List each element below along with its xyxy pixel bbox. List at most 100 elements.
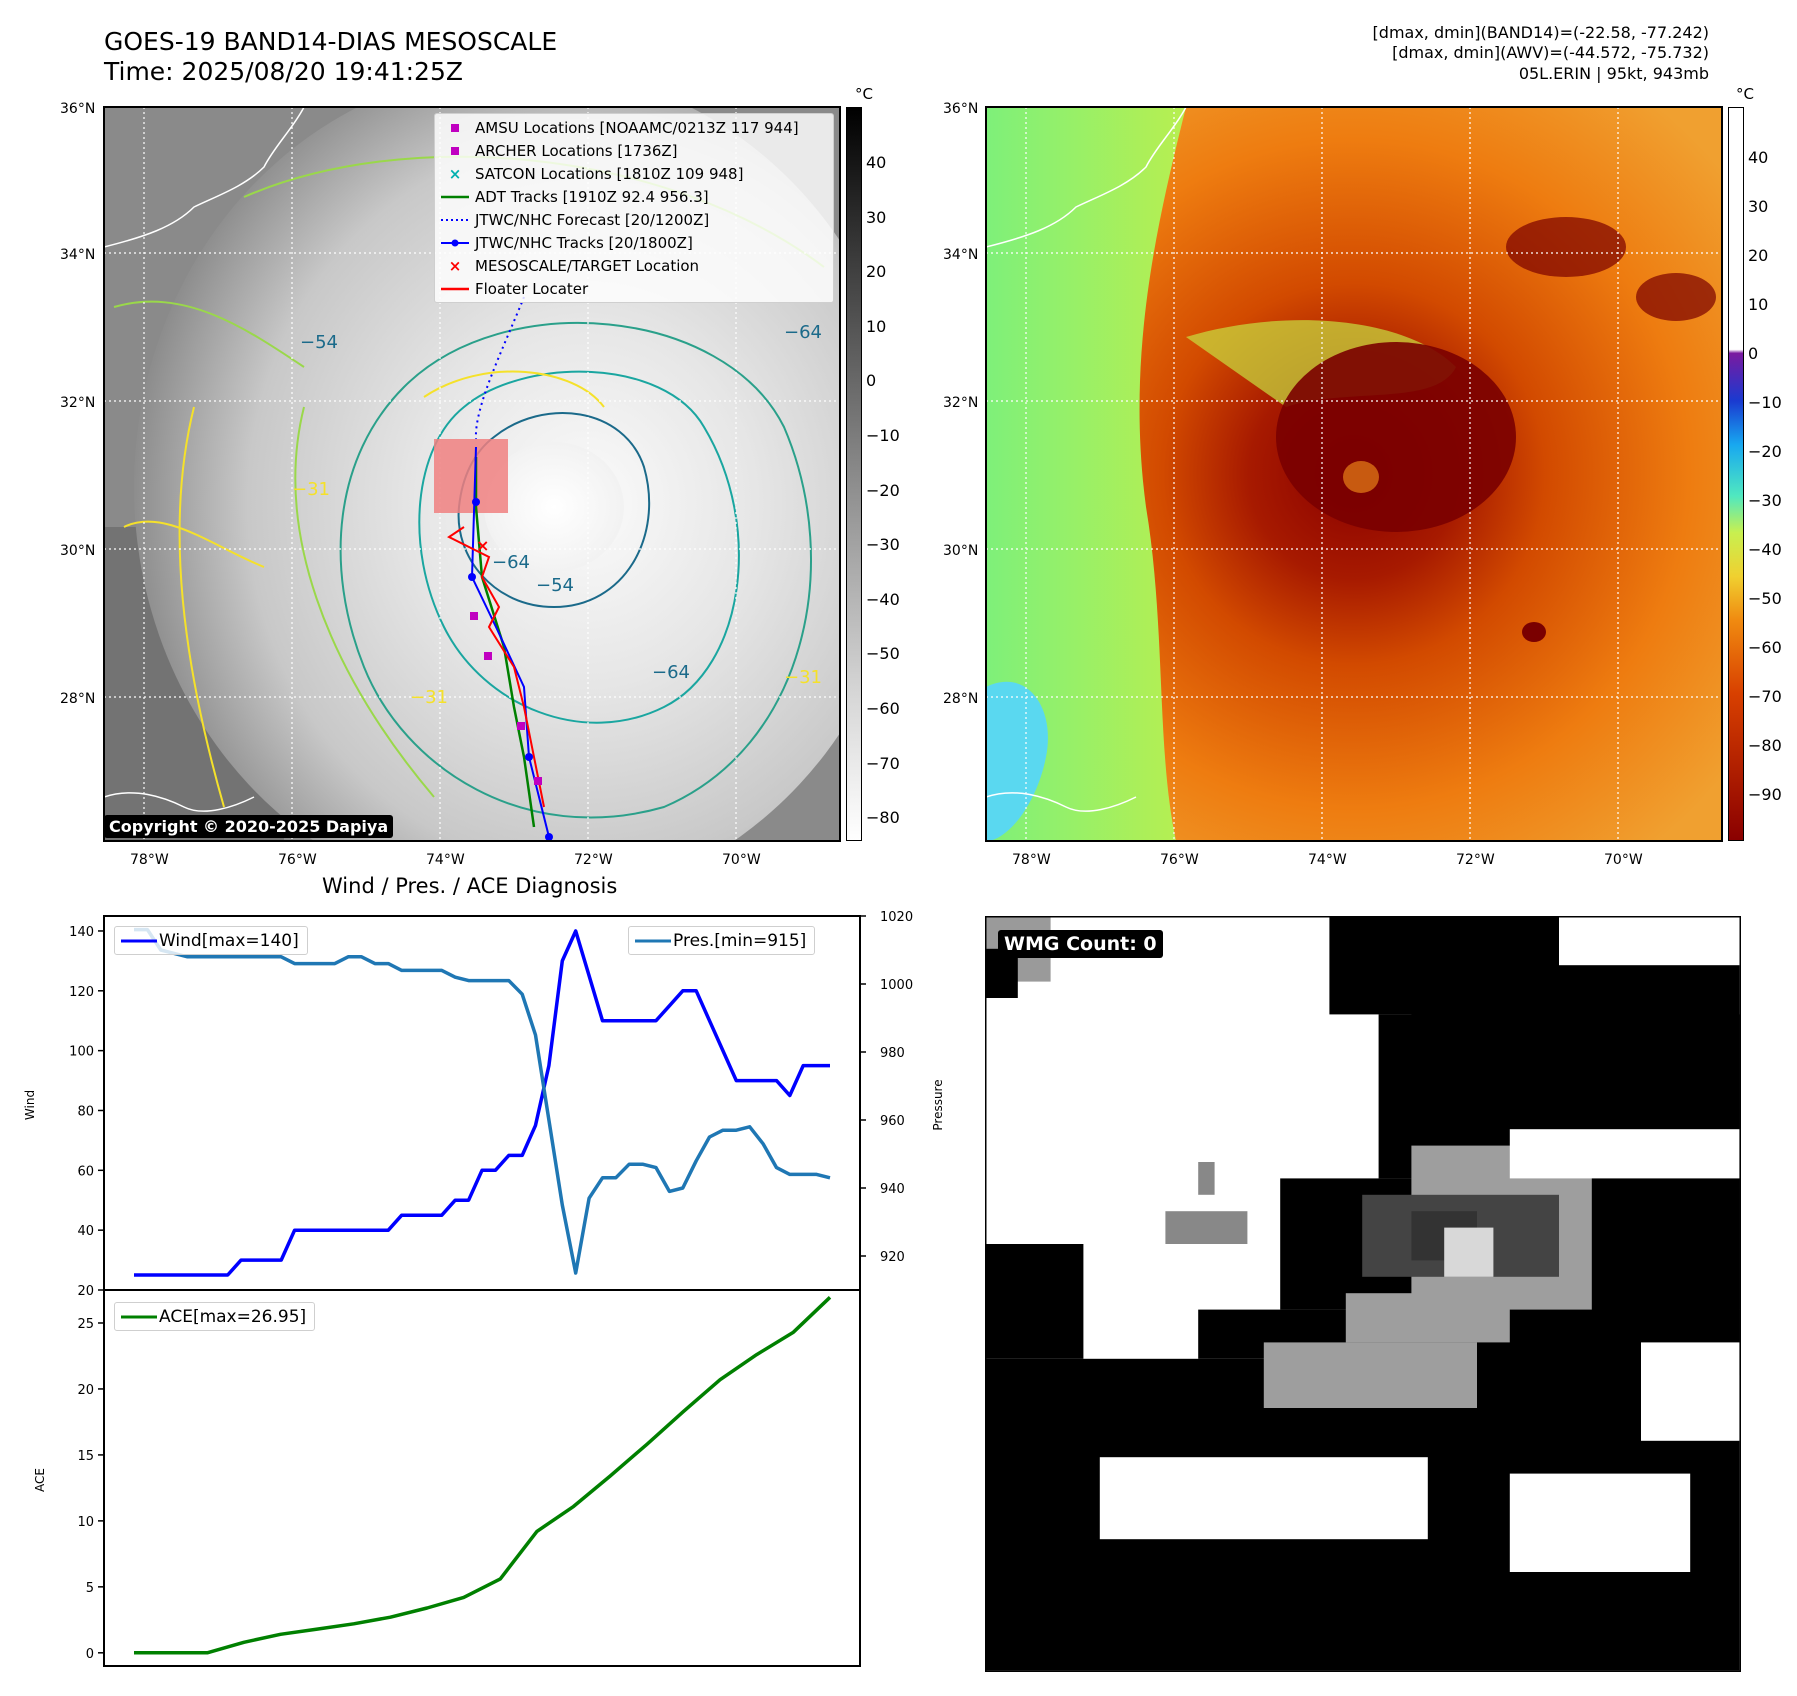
floater-box [434, 439, 508, 513]
contour-label-4: −64 [492, 552, 530, 573]
awv-lon-tick-72: 72°W [1456, 852, 1495, 868]
ace-ytick-label: 20 [77, 1383, 94, 1398]
ace-legend-label: ACE[max=26.95] [159, 1306, 307, 1327]
legend-adt: ADT Tracks [1910Z 92.4 956.3] [435, 185, 833, 208]
band14-colorbar [846, 107, 862, 841]
band14-colorbar-tick-0: 40 [866, 153, 887, 172]
awv-colorbar-tick-9: −50 [1748, 589, 1782, 608]
awv-colorbar-ticks: 40 30 20 10 0 −10 −20 −30 −40 −50 −60 −70 −80 −90 [1748, 0, 1788, 804]
pressure-legend-label: Pres.[min=915] [673, 930, 807, 951]
track-points [468, 498, 553, 841]
awv-colorbar-tick-13: −90 [1748, 785, 1782, 804]
pressure-ytick-label: 960 [880, 1114, 905, 1129]
awv-lat-tick-32: 32°N [943, 395, 979, 411]
legend-archer: ARCHER Locations [1736Z] [435, 139, 833, 162]
square-marker-icon [451, 123, 459, 132]
map-title-line1: GOES-19 BAND14-DIAS MESOSCALE [104, 27, 558, 56]
map-gridlines [104, 107, 840, 841]
line-icon [121, 939, 157, 942]
awv-lat-tick-34: 34°N [943, 247, 979, 263]
wind-ytick-label: 100 [69, 1045, 94, 1060]
square-marker-icon [451, 146, 459, 155]
ace-frame [103, 1289, 861, 1667]
contour-label-2: −64 [784, 322, 822, 343]
legend-satcon: × SATCON Locations [1810Z 109 948] [435, 162, 833, 185]
lat-tick-30: 30°N [60, 543, 96, 559]
band14-colorbar-tick-2: 20 [866, 262, 887, 282]
awv-colorbar-unit: °C [1736, 85, 1754, 103]
band14-colorbar-tick-3: 10 [866, 316, 887, 336]
contour-label-1: −54 [300, 332, 338, 353]
lon-tick-78: 78°W [130, 852, 169, 868]
wmg-cell-block [985, 1244, 1084, 1359]
lat-tick-32: 32°N [60, 395, 96, 411]
diagnosis-title: Wind / Pres. / ACE Diagnosis [322, 874, 618, 898]
band14-colorbar-ticks: 40 30 20 10 0 −10 −20 −30 −40 −50 −60 −70 −80 [866, 0, 906, 827]
band14-colorbar-tick-5: −10 [866, 426, 900, 445]
wind-ytick-label: 20 [77, 1284, 94, 1299]
awv-colorbar-tick-4: 0 [1748, 344, 1759, 363]
band14-map: × −54 −64 −31 −64 −54 −64 −31 −31 AMSU L… [104, 107, 840, 841]
pressure-ylabel: Pressure [931, 1079, 945, 1130]
band14-colorbar-tick-6: −20 [866, 480, 900, 500]
contour-label-3: −31 [292, 479, 330, 500]
awv-colorbar-tick-3: 10 [1748, 295, 1769, 314]
wmg-count-badge: WMG Count: 0 [998, 930, 1163, 958]
band14-map-frame [103, 106, 841, 842]
legend-floater: Floater Locater [435, 277, 833, 300]
contour-label-8: −31 [784, 667, 822, 688]
lat-tick-34: 34°N [60, 247, 96, 263]
awv-map [986, 107, 1722, 841]
pressure-ytick-label: 1020 [880, 910, 913, 925]
wind-pressure-frame [103, 915, 861, 1291]
info-line3: 05L.ERIN | 95kt, 943mb [1518, 64, 1709, 83]
awv-lat-tick-28: 28°N [943, 691, 979, 707]
x-marker-icon: × [448, 256, 462, 275]
wmg-cell-block [1165, 1211, 1248, 1244]
legend-nhc-forecast: JTWC/NHC Forecast [20/1200Z] [435, 208, 833, 231]
map-title-line2: Time: 2025/08/20 19:41:25Z [104, 57, 463, 86]
awv-colorbar-tick-2: 20 [1748, 246, 1769, 265]
band14-colorbar-tick-11: −70 [866, 753, 900, 773]
wind-series-line [134, 929, 830, 1277]
wmg-cell-block [1509, 1473, 1691, 1572]
awv-lon-tick-74: 74°W [1308, 852, 1347, 868]
map-legend: AMSU Locations [NOAAMC/0213Z 117 944] AR… [434, 113, 834, 303]
x-marker-icon: × [448, 164, 462, 183]
wind-ytick-label: 120 [69, 985, 94, 1000]
wind-ylabel: Wind [23, 1090, 37, 1120]
awv-colorbar-tick-6: −20 [1748, 442, 1782, 461]
pressure-ytick-label: 980 [880, 1046, 905, 1061]
awv-colorbar-tick-5: −10 [1748, 393, 1782, 412]
ace-ytick-label: 5 [86, 1581, 94, 1596]
ace-ylabel: ACE [33, 1468, 47, 1492]
awv-lat-tick-30: 30°N [943, 543, 979, 559]
contour-label-7: −31 [410, 687, 448, 708]
wmg-cell-block [1198, 1162, 1215, 1195]
awv-lat-tick-36: 36°N [943, 101, 979, 117]
awv-lon-tick-78: 78°W [1012, 852, 1051, 868]
ace-legend: ACE[max=26.95] [114, 1302, 316, 1331]
awv-colorbar-tick-1: 30 [1748, 197, 1769, 216]
info-line1: [dmax, dmin](BAND14)=(-22.58, -77.242) [1372, 23, 1709, 42]
awv-colorbar [1728, 107, 1744, 841]
band14-colorbar-unit: °C [855, 85, 873, 103]
awv-colorbar-tick-8: −40 [1748, 540, 1782, 559]
amsu-points [470, 612, 542, 785]
target-marker: × [476, 536, 489, 555]
nhc-forecast-track [474, 296, 525, 440]
wind-ytick-label: 140 [69, 925, 94, 940]
copyright-badge: Copyright © 2020-2025 Dapiya [104, 815, 394, 838]
awv-map-frame [985, 106, 1723, 842]
wmg-cell-block [1509, 1129, 1740, 1179]
line-icon [441, 195, 469, 198]
lon-tick-74: 74°W [426, 852, 465, 868]
diagnosis-charts: 20406080100120140Wind9209409609801000102… [23, 910, 945, 1667]
awv-lon-tick-76: 76°W [1160, 852, 1199, 868]
pressure-ytick-label: 940 [880, 1182, 905, 1197]
pressure-ytick-label: 1000 [880, 978, 913, 993]
awv-gridlines [986, 107, 1722, 841]
ace-ytick-label: 10 [77, 1515, 94, 1530]
contour-label-6: −64 [652, 662, 690, 683]
wmg-grid [985, 916, 1741, 1672]
